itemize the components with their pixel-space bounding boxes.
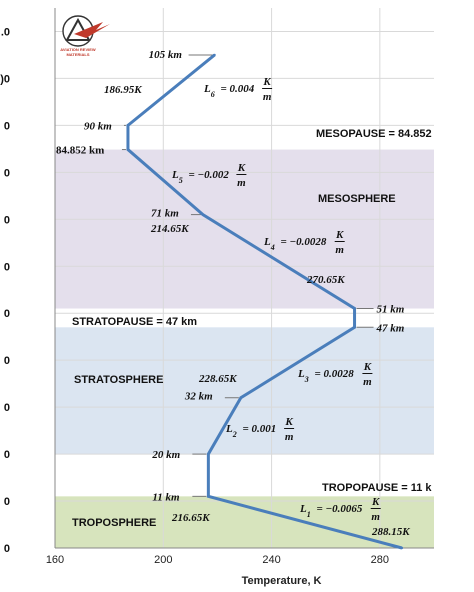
altitude-label: 11 km [152, 491, 180, 503]
y-tick-label: 0 [4, 308, 10, 320]
layer-name: TROPOSPHERE [72, 517, 156, 529]
boundary-label: TROPOPAUSE = 11 k [322, 482, 432, 494]
lapse-rate-label: L3 = 0.0028 Km [297, 361, 373, 388]
altitude-label: 20 km [151, 449, 180, 461]
altitude-label: 71 km [151, 208, 179, 220]
lapse-rate-numerator: K [371, 496, 380, 508]
layer-name: MESOSPHERE [318, 193, 396, 205]
layer-name: STRATOSPHERE [74, 374, 163, 386]
lapse-rate-symbol: L1 = −0.0065 [299, 503, 363, 519]
y-tick-label: 0 [4, 120, 10, 132]
x-tick-label: 240 [262, 554, 280, 566]
profile-point [353, 326, 356, 329]
lapse-rate-numerator: K [262, 76, 271, 88]
lapse-rate-denominator: m [371, 511, 380, 523]
y-tick-label: .0 [1, 26, 10, 38]
profile-point [239, 396, 243, 399]
lapse-rate-numerator: K [335, 229, 344, 241]
lapse-rate-value: = 0.001 [240, 423, 277, 435]
logo-a-shape [65, 17, 91, 41]
x-axis-title: Temperature, K [242, 575, 322, 587]
boundary-label: MESOPAUSE = 84.852 [316, 128, 432, 140]
x-tick-label: 280 [371, 554, 389, 566]
band-stratosphere [55, 327, 434, 455]
logo-plane-icon [74, 22, 110, 38]
y-tick-label: 0 [4, 449, 10, 461]
y-tick-label: 0 [4, 214, 10, 226]
lapse-rate-value: = −0.0028 [278, 236, 327, 248]
lapse-rate-denominator: m [237, 177, 246, 189]
lapse-rate-denominator: m [285, 431, 294, 443]
lapse-rate-subscript: 6 [211, 90, 215, 99]
lapse-rate-value: = −0.002 [186, 169, 230, 181]
profile-point [126, 124, 130, 127]
lapse-rate-symbol: L3 = 0.0028 [297, 368, 354, 384]
lapse-rate-label: L1 = −0.0065 Km [299, 496, 381, 523]
lapse-rate-symbol: L5 = −0.002 [171, 169, 229, 185]
chart-labels: 11 km 20 km 32 km 47 km 51 km 71 km 84.852 km 9… [56, 49, 432, 538]
lapse-rate-label: L5 = −0.002 Km [171, 162, 247, 189]
temperature-label: 288.15K [371, 526, 410, 538]
boundary-label: STRATOPAUSE = 47 km [72, 316, 197, 328]
temperature-label: 216.65K [171, 512, 210, 524]
lapse-rate-subscript: 2 [232, 430, 237, 439]
y-tick-label: )0 [0, 73, 10, 85]
lapse-rate-denominator: m [363, 376, 372, 388]
altitude-label: 84.852 km [56, 145, 104, 157]
lapse-rate-denominator: m [335, 244, 344, 256]
x-tick-label: 160 [46, 554, 64, 566]
leader-lines [121, 54, 374, 497]
profile-point [207, 495, 210, 498]
lapse-rate-numerator: K [363, 361, 372, 373]
x-tick-label: 200 [154, 554, 172, 566]
profile-point [201, 213, 205, 216]
logo-text-line2: MATERIALS [66, 52, 89, 57]
altitude-label: 105 km [149, 49, 183, 61]
logo-text-line1: AVIATION REVIEW [60, 47, 96, 52]
layer-bands [55, 149, 434, 548]
lapse-rate-denominator: m [263, 91, 272, 103]
y-tick-label: 0 [4, 167, 10, 179]
profile-point [400, 546, 404, 550]
temperature-label: 270.65K [306, 274, 345, 286]
altitude-label: 90 km [84, 120, 112, 132]
lapse-rate-numerator: K [237, 162, 246, 174]
lapse-rate-symbol: L4 = −0.0028 [263, 236, 327, 252]
profile-point [353, 307, 356, 310]
temperature-profile [126, 53, 404, 550]
lapse-rate-label: L4 = −0.0028 Km [263, 229, 345, 256]
y-tick-label: 0 [4, 402, 10, 414]
altitude-label: 32 km [184, 391, 213, 403]
lapse-rate-value: = 0.0028 [312, 368, 355, 380]
lapse-rate-numerator: K [284, 416, 293, 428]
y-tick-label: 0 [4, 496, 10, 508]
profile-line [126, 53, 403, 550]
y-tick-label: 0 [4, 543, 10, 555]
lapse-rate-symbol: L6 = 0.004 [203, 83, 255, 99]
lapse-rate-value: = −0.0065 [314, 503, 363, 515]
lapse-rate-subscript: 4 [270, 243, 275, 252]
profile-point [207, 452, 210, 456]
altitude-label: 47 km [376, 322, 405, 334]
y-tick-label: 0 [4, 355, 10, 367]
profile-point [213, 53, 216, 57]
altitude-label: 51 km [377, 304, 405, 316]
temperature-label: 186.95K [104, 84, 142, 96]
lapse-rate-value: = 0.004 [218, 83, 255, 95]
axes: .0 )0 0 0 0 0 0 0 0 0 0 0 160 200 240 280 Temperature, K [0, 8, 434, 587]
temperature-label: 214.65K [150, 223, 189, 235]
lapse-rate-subscript: 3 [304, 375, 309, 384]
lapse-rate-label: L6 = 0.004 Km [203, 76, 273, 103]
temperature-label: 228.65K [198, 373, 237, 385]
lapse-rate-subscript: 5 [179, 176, 183, 185]
y-tick-label: 0 [4, 261, 10, 273]
band-mesosphere [55, 149, 434, 309]
lapse-rate-subscript: 1 [307, 510, 311, 519]
profile-point [126, 148, 130, 151]
